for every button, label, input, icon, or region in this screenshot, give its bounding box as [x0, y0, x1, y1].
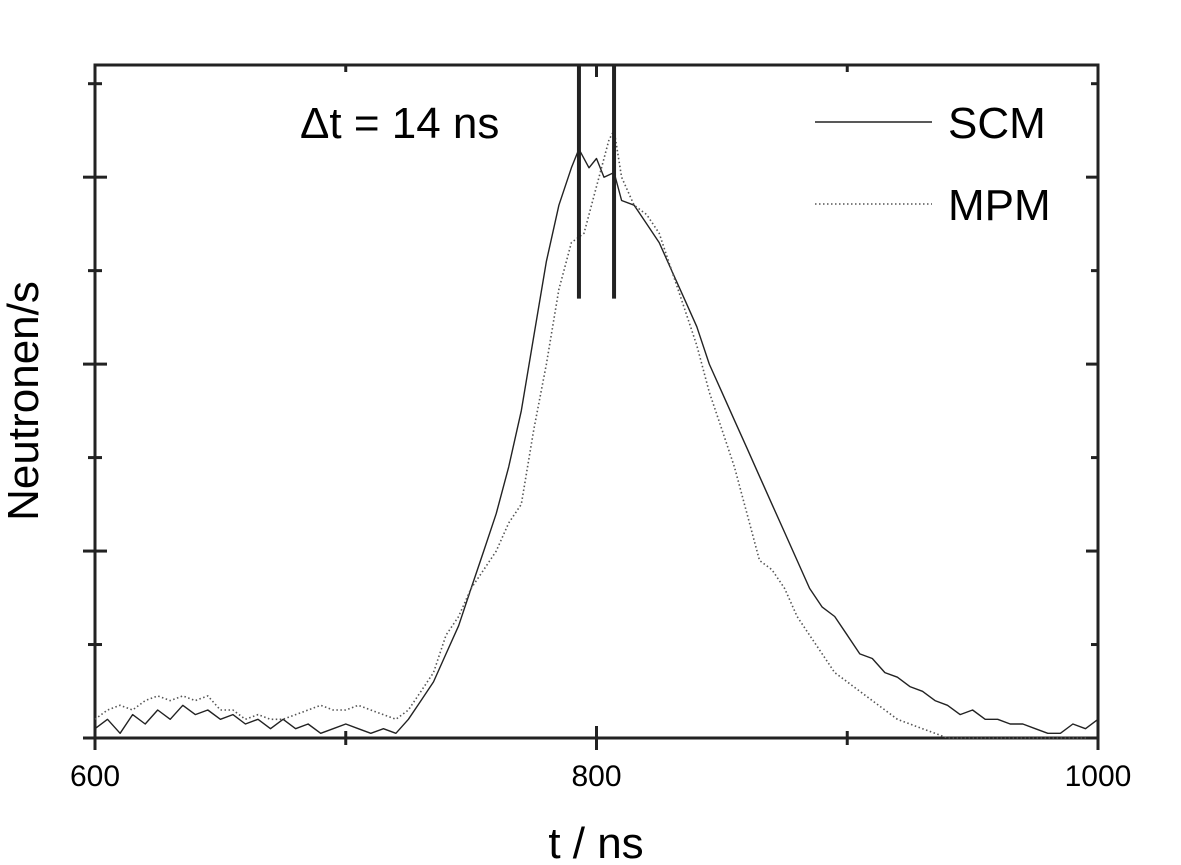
plot-frame	[93, 63, 1100, 740]
delta-t-annotation: Δt = 14 ns	[300, 99, 499, 148]
ticks-layer: 600 800 1000	[70, 65, 1131, 793]
legend-label-mpm: MPM	[948, 181, 1051, 230]
y-axis-title: Neutronen/s	[0, 281, 48, 521]
x-tick-label: 800	[571, 760, 621, 793]
x-tick-label: 600	[70, 760, 120, 793]
series-line-mpm	[94, 129, 1098, 739]
legend-label-scm: SCM	[948, 99, 1046, 148]
x-tick-label: 1000	[1065, 760, 1132, 793]
legend: SCM MPM	[815, 99, 1051, 230]
annotation-layer	[576, 65, 617, 299]
series-line-scm	[94, 148, 1099, 734]
x-axis-title: t / ns	[548, 819, 643, 865]
series-layer	[94, 129, 1099, 739]
